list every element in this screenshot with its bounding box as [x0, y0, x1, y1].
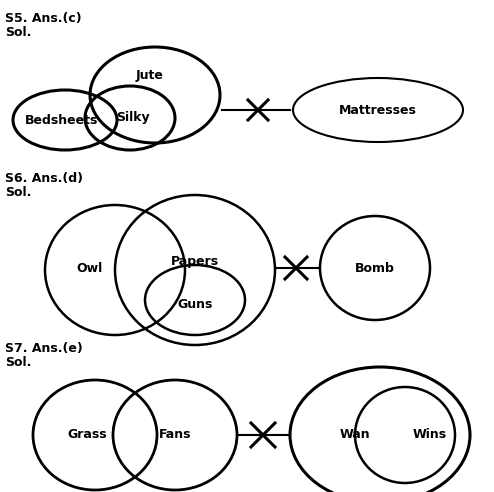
Text: Wins: Wins — [413, 429, 447, 441]
Text: Sol.: Sol. — [5, 26, 32, 39]
Text: Papers: Papers — [171, 255, 219, 269]
Text: Bomb: Bomb — [355, 262, 395, 275]
Text: Sol.: Sol. — [5, 186, 32, 199]
Text: Wan: Wan — [340, 429, 370, 441]
Text: Sol.: Sol. — [5, 356, 32, 369]
Text: S7. Ans.(e): S7. Ans.(e) — [5, 342, 83, 355]
Text: Owl: Owl — [77, 262, 103, 275]
Text: Jute: Jute — [136, 68, 164, 82]
Text: Bedsheets: Bedsheets — [25, 114, 99, 126]
Text: S5. Ans.(c): S5. Ans.(c) — [5, 12, 82, 25]
Text: Guns: Guns — [177, 298, 213, 310]
Text: Silky: Silky — [116, 112, 150, 124]
Text: Fans: Fans — [159, 429, 191, 441]
Text: S6. Ans.(d): S6. Ans.(d) — [5, 172, 83, 185]
Text: Mattresses: Mattresses — [339, 103, 417, 117]
Text: Grass: Grass — [67, 429, 107, 441]
